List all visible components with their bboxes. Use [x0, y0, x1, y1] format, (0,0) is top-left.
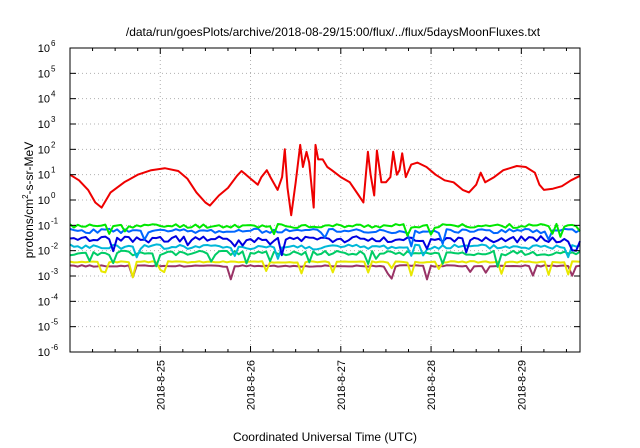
- y-tick-label: 10: [38, 246, 50, 258]
- y-tick-label: 10: [38, 296, 50, 308]
- series-line: [69, 260, 581, 279]
- y-tick-label: 10: [38, 322, 50, 334]
- y-tick-label: 10: [38, 271, 50, 283]
- x-tick-labels: 2018-8-25 2018-8-26 2018-8-27 2018-8-28 2018…: [155, 360, 528, 410]
- series-line: [69, 143, 581, 217]
- y-tick-exponent: 6: [51, 39, 56, 48]
- y-axis-title: protons/cm2-s-sr-MeV: [21, 142, 36, 258]
- y-tick-label: 10: [38, 170, 50, 182]
- y-tick-label: 10: [38, 144, 50, 156]
- series-line: [69, 243, 581, 260]
- axis-ticks: [70, 47, 580, 353]
- series-group: [69, 143, 581, 281]
- y-tick-label: 10: [38, 68, 50, 80]
- y-axis-title-sup: 2: [21, 194, 30, 199]
- y-tick-exponent: 3: [51, 115, 56, 124]
- series-line: [69, 227, 581, 248]
- series-line: [69, 222, 581, 238]
- y-tick-exponent: -5: [51, 318, 59, 327]
- y-tick-exponent: 5: [51, 64, 56, 73]
- x-tick-label: 2018-8-29: [516, 360, 528, 410]
- y-tick-exponent: 4: [51, 90, 56, 99]
- series-line: [69, 264, 581, 281]
- grid: [70, 48, 580, 352]
- y-tick-label: 10: [38, 119, 50, 131]
- y-tick-label: 10: [38, 347, 50, 359]
- y-tick-labels: 10 -610 -510 -410 -310 -210 -110 010 110 210 310 41…: [38, 39, 59, 359]
- series-line: [69, 249, 581, 268]
- y-tick-label: 10: [38, 195, 50, 207]
- y-tick-exponent: 2: [51, 140, 56, 149]
- x-tick-label: 2018-8-25: [155, 360, 167, 410]
- y-tick-label: 10: [38, 220, 50, 232]
- x-axis-title: Coordinated Universal Time (UTC): [233, 430, 417, 444]
- y-tick-label: 10: [38, 94, 50, 106]
- x-tick-label: 2018-8-26: [246, 360, 258, 410]
- y-axis-title-suffix: -s-sr-MeV: [22, 142, 36, 195]
- y-tick-label: 10: [38, 43, 50, 55]
- y-axis-title-prefix: protons/cm: [22, 199, 36, 258]
- y-tick-exponent: -4: [51, 292, 59, 301]
- y-tick-exponent: -6: [51, 343, 59, 352]
- y-tick-exponent: -3: [51, 267, 59, 276]
- chart-title: /data/run/goesPlots/archive/2018-08-29/1…: [126, 25, 541, 39]
- y-tick-exponent: -1: [51, 216, 59, 225]
- y-tick-exponent: 1: [51, 166, 56, 175]
- x-tick-label: 2018-8-27: [336, 360, 348, 410]
- y-tick-exponent: -2: [51, 242, 59, 251]
- y-tick-exponent: 0: [51, 191, 56, 200]
- x-tick-label: 2018-8-28: [426, 360, 438, 410]
